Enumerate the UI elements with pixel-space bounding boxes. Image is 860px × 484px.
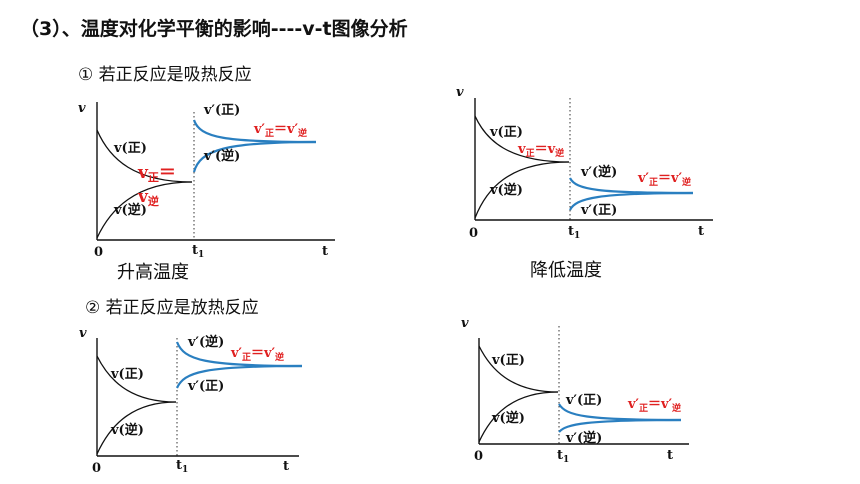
caption-lower-temp: 降低温度	[530, 260, 602, 281]
forward-rate-curve	[96, 355, 177, 403]
reverse-rate-curve	[474, 161, 570, 219]
origin-label: 0	[469, 226, 478, 241]
equilibrium-label-top: v正＝	[137, 163, 176, 184]
reverse-rate-curve	[478, 391, 559, 443]
reverse-rate-label: v(逆)	[110, 422, 144, 438]
reverse-rate-curve	[96, 401, 177, 455]
reverse-rate-label: v(逆)	[489, 182, 523, 198]
x-axis-label: t	[698, 224, 704, 239]
forward-rate-curve	[474, 115, 570, 163]
page-title: （3）、温度对化学平衡的影响----v-t图像分析	[20, 18, 408, 40]
new-equilibrium-label: v′正＝v′逆	[627, 397, 681, 414]
forward-rate-label: v(正)	[110, 367, 144, 382]
new-equilibrium-label: v′正＝v′逆	[230, 346, 284, 363]
new-forward-rate-label: v′(正)	[187, 379, 224, 394]
y-axis-label: v	[79, 326, 87, 341]
new-reverse-rate-label: v′(逆)	[565, 430, 602, 446]
new-equilibrium-label: v′正＝v′逆	[253, 122, 307, 139]
vt-graph-endo-lower: v 0 t1 t v(正) v(逆) v′(逆) v′(正) v正＝v逆 v′正…	[456, 85, 713, 241]
t1-label: t1	[192, 243, 204, 260]
origin-label: 0	[92, 461, 101, 476]
t1-label: t1	[176, 458, 188, 475]
reverse-rate-label: v(逆)	[113, 202, 147, 218]
equilibrium-label-bottom: v逆	[137, 187, 159, 208]
new-equilibrium-label: v′正＝v′逆	[637, 171, 691, 188]
new-forward-rate-curve	[175, 364, 303, 389]
t1-label: t1	[557, 448, 569, 465]
forward-rate-label: v(正)	[489, 125, 523, 140]
new-reverse-rate-label: v′(逆)	[203, 148, 240, 164]
new-forward-rate-label: v′(正)	[565, 393, 602, 408]
y-axis-label: v	[78, 101, 86, 116]
new-forward-rate-label: v′(正)	[203, 103, 240, 118]
equilibrium-label: v正＝v逆	[517, 142, 564, 159]
case2-heading: ② 若正反应是放热反应	[85, 298, 259, 318]
new-forward-rate-curve	[569, 191, 694, 211]
t1-label: t1	[568, 224, 580, 241]
forward-rate-curve	[96, 129, 193, 183]
forward-rate-curve	[478, 345, 559, 393]
new-reverse-rate-curve	[192, 140, 317, 173]
forward-rate-label: v(正)	[491, 353, 525, 368]
origin-label: 0	[474, 449, 483, 464]
caption-raise-temp: 升高温度	[117, 262, 189, 283]
x-axis-label: t	[667, 448, 673, 463]
case1-heading: ① 若正反应是吸热反应	[78, 65, 252, 85]
new-reverse-rate-label: v′(逆)	[580, 164, 617, 180]
x-axis-label: t	[283, 459, 289, 474]
vt-graph-exo-lower: v 0 t1 t v(正) v(逆) v′(正) v′(逆) v′正＝v′逆	[461, 316, 689, 465]
reverse-rate-label: v(逆)	[491, 410, 525, 426]
new-forward-rate-label: v′(正)	[580, 203, 617, 218]
vt-graph-endo-raise: v 0 t1 t v(正) v(逆) v′(正) v′(逆) v′正＝v′逆 v…	[78, 101, 335, 260]
x-axis-label: t	[322, 244, 328, 259]
forward-rate-label: v(正)	[113, 141, 147, 156]
vt-graph-exo-raise: v 0 t1 t v(正) v(逆) v′(逆) v′(正) v′正＝v′逆	[79, 326, 303, 476]
y-axis-label: v	[456, 85, 464, 100]
new-reverse-rate-curve	[558, 418, 682, 433]
reverse-rate-curve	[96, 181, 193, 239]
origin-label: 0	[94, 245, 103, 260]
y-axis-label: v	[461, 316, 469, 331]
new-reverse-rate-label: v′(逆)	[187, 334, 224, 350]
